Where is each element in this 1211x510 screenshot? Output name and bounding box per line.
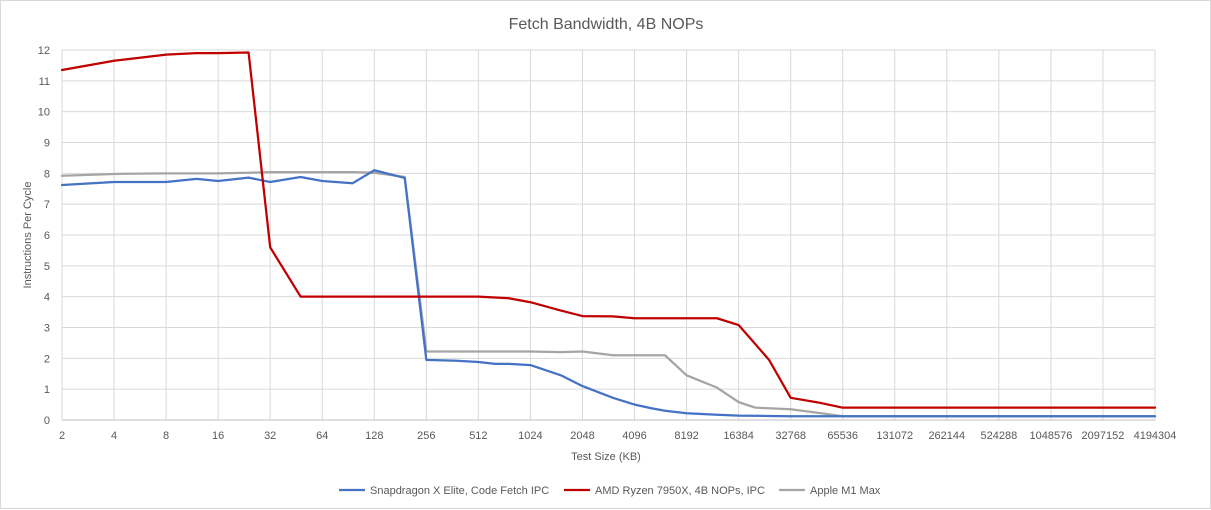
x-tick-label: 1048576 xyxy=(1029,430,1072,442)
y-tick-label: 10 xyxy=(38,107,50,119)
legend: Snapdragon X Elite, Code Fetch IPC AMD Ry… xyxy=(339,485,881,497)
x-tick-label: 8 xyxy=(163,430,169,442)
y-tick-label: 5 xyxy=(44,261,50,273)
x-axis-title: Test Size (KB) xyxy=(571,451,641,463)
chart-title: Fetch Bandwidth, 4B NOPs xyxy=(509,16,704,33)
y-tick-label: 6 xyxy=(44,230,50,242)
series-line-2 xyxy=(60,170,1157,418)
series-lines xyxy=(60,51,1157,418)
x-tick-label: 16 xyxy=(212,430,224,442)
legend-label: Snapdragon X Elite, Code Fetch IPC xyxy=(370,485,549,497)
x-tick-label: 524288 xyxy=(980,430,1017,442)
series-line-0 xyxy=(60,169,1157,418)
x-tick-label: 2 xyxy=(59,430,65,442)
x-tick-label: 2097152 xyxy=(1082,430,1125,442)
x-tick-label: 131072 xyxy=(876,430,913,442)
x-tick-label: 32 xyxy=(264,430,276,442)
y-axis-title: Instructions Per Cycle xyxy=(22,182,34,289)
x-tick-label: 4194304 xyxy=(1134,430,1177,442)
x-tick-label: 8192 xyxy=(674,430,698,442)
x-tick-label: 262144 xyxy=(928,430,965,442)
legend-label: AMD Ryzen 7950X, 4B NOPs, IPC xyxy=(595,485,765,497)
gridlines xyxy=(62,49,1155,420)
y-tick-label: 12 xyxy=(38,45,50,57)
x-tick-label: 256 xyxy=(417,430,435,442)
y-tick-label: 4 xyxy=(44,292,50,304)
y-tick-label: 9 xyxy=(44,138,50,150)
x-tick-label: 2048 xyxy=(570,430,594,442)
y-tick-label: 7 xyxy=(44,199,50,211)
y-tick-label: 0 xyxy=(44,415,50,427)
x-tick-label: 16384 xyxy=(723,430,754,442)
x-tick-label: 65536 xyxy=(827,430,858,442)
x-tick-label: 128 xyxy=(365,430,383,442)
x-tick-label: 64 xyxy=(316,430,328,442)
x-tick-label: 32768 xyxy=(775,430,806,442)
y-tick-label: 1 xyxy=(44,384,50,396)
y-tick-label: 2 xyxy=(44,353,50,365)
x-tick-label: 4 xyxy=(111,430,117,442)
legend-label: Apple M1 Max xyxy=(810,485,881,497)
x-tick-label: 512 xyxy=(469,430,487,442)
x-tick-label: 1024 xyxy=(518,430,542,442)
y-tick-label: 3 xyxy=(44,323,50,335)
series-line-1 xyxy=(60,51,1157,409)
y-tick-label: 11 xyxy=(39,76,50,88)
x-tick-label: 4096 xyxy=(622,430,646,442)
y-tick-label: 8 xyxy=(44,168,50,180)
